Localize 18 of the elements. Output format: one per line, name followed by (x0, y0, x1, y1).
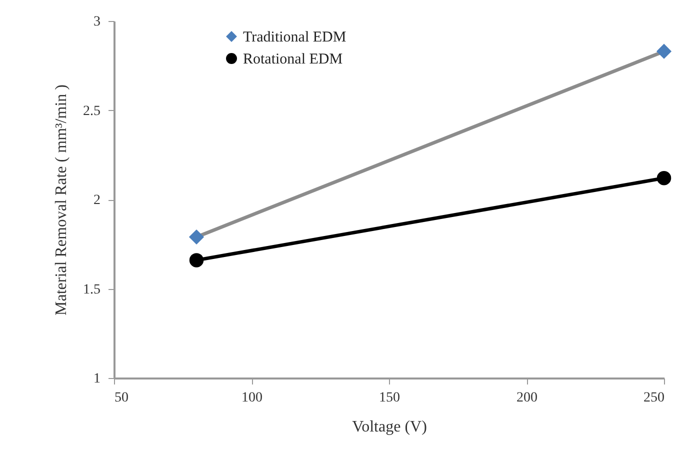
legend-label: Traditional EDM (243, 30, 346, 46)
y-tick-label: 1 (94, 372, 100, 386)
y-tick-label: 2 (94, 193, 100, 208)
legend-label: Rotational EDM (243, 52, 343, 68)
x-tick-label: 200 (516, 390, 538, 406)
y-axis-title: Material Removal Rate ( mm³/min ) (53, 84, 70, 316)
x-tick-label: 50 (114, 390, 128, 406)
point (656, 170, 672, 186)
x-axis-title: Voltage (V) (352, 418, 427, 436)
y-tick-label: 2.5 (83, 104, 100, 119)
point (189, 253, 204, 268)
y-tick-label: 1.5 (83, 282, 100, 298)
point (189, 230, 204, 244)
point (656, 44, 672, 58)
x-tick-label: 100 (242, 390, 262, 406)
x-tick-label: 250 (644, 390, 664, 406)
x-tick-label: 150 (379, 390, 400, 406)
y-tick-label: 3 (94, 14, 100, 30)
